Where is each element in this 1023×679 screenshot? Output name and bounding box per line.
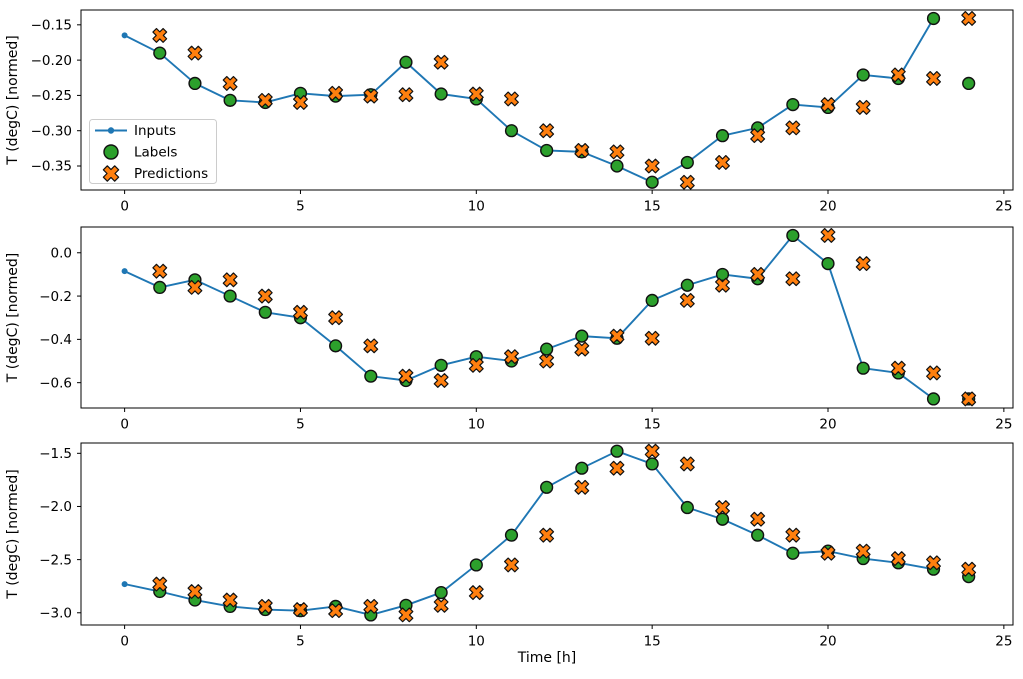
x-tick-label: 5: [296, 634, 305, 650]
y-tick-label: −0.2: [39, 289, 72, 305]
axes-frame: [80, 226, 1014, 409]
legend-item-labels: Labels: [103, 144, 177, 161]
y-axis-label: T (degC) [normed]: [5, 35, 21, 166]
legend-item-label: Inputs: [134, 123, 176, 139]
x-tick-label: 15: [644, 634, 661, 650]
y-tick-label: −0.4: [39, 332, 72, 348]
y-axis-label: T (degC) [normed]: [5, 469, 21, 600]
legend-item-label: Labels: [134, 145, 177, 161]
x-ticks: 0 5 10 15 20 25: [120, 625, 1012, 650]
x-tick-label: 20: [819, 417, 836, 433]
subplot-top: 0 5 10 15 20 25 −0.15 −0.20 −0.25 −0.30 −0.35 T (de…: [5, 9, 1014, 215]
predictions-markers: [152, 227, 977, 407]
legend-item-label: Predictions: [134, 166, 208, 182]
x-tick-label: 25: [995, 634, 1012, 650]
x-axis-label: Time [h]: [517, 650, 577, 666]
y-axis-label: T (degC) [normed]: [5, 253, 21, 384]
x-tick-label: 10: [468, 634, 485, 650]
x-tick-label: 10: [468, 417, 485, 433]
x-tick-label: 5: [296, 417, 305, 433]
y-tick-label: −0.25: [31, 88, 72, 104]
x-ticks: 0 5 10 15 20 25: [120, 408, 1012, 433]
y-tick-label: −0.15: [31, 18, 72, 34]
y-tick-label: 0.0: [51, 245, 72, 261]
subplot-middle: 0 5 10 15 20 25 0.0 −0.2 −0.4 −0.6 T (degC) [norme…: [5, 226, 1014, 433]
x-tick-label: 15: [644, 199, 661, 215]
axes-frame: [80, 9, 1014, 191]
legend-item-inputs: Inputs: [95, 123, 176, 139]
y-tick-label: −1.5: [39, 446, 72, 462]
inputs-line: [123, 234, 935, 400]
x-tick-label: 10: [468, 199, 485, 215]
y-ticks: 0.0 −0.2 −0.4 −0.6: [39, 245, 81, 391]
labels-markers: [153, 444, 976, 622]
x-tick-label: 25: [995, 199, 1012, 215]
x-tick-label: 0: [120, 199, 129, 215]
y-tick-label: −0.6: [39, 375, 72, 391]
x-tick-label: 5: [296, 199, 305, 215]
y-tick-label: −0.35: [31, 159, 72, 175]
x-tick-label: 0: [120, 634, 129, 650]
y-tick-label: −0.20: [31, 53, 72, 69]
x-ticks: 0 5 10 15 20 25: [120, 190, 1012, 215]
subplot-bottom: 0 5 10 15 20 25 −1.5 −2.0 −2.5 −3.0 T (degC) [norm…: [5, 442, 1014, 650]
y-tick-label: −3.0: [39, 605, 72, 621]
x-tick-label: 25: [995, 417, 1012, 433]
predictions-markers: [152, 443, 977, 623]
y-ticks: −1.5 −2.0 −2.5 −3.0: [39, 446, 81, 621]
labels-markers: [153, 228, 976, 406]
y-tick-label: −0.30: [31, 123, 72, 139]
legend-item-predictions: Predictions: [102, 165, 208, 182]
x-tick-label: 15: [644, 417, 661, 433]
x-tick-label: 20: [819, 634, 836, 650]
predictions-markers: [152, 11, 977, 190]
inputs-line: [123, 450, 935, 616]
inputs-line: [123, 17, 935, 184]
axes-frame: [80, 442, 1014, 626]
y-tick-label: −2.0: [39, 499, 72, 515]
inputs-markers: [121, 232, 937, 402]
x-tick-label: 20: [819, 199, 836, 215]
y-ticks: −0.15 −0.20 −0.25 −0.30 −0.35: [31, 18, 81, 175]
x-tick-label: 0: [120, 417, 129, 433]
y-tick-label: −2.5: [39, 552, 72, 568]
legend: Inputs Labels Predictions: [89, 119, 217, 184]
inputs-markers: [121, 448, 937, 618]
